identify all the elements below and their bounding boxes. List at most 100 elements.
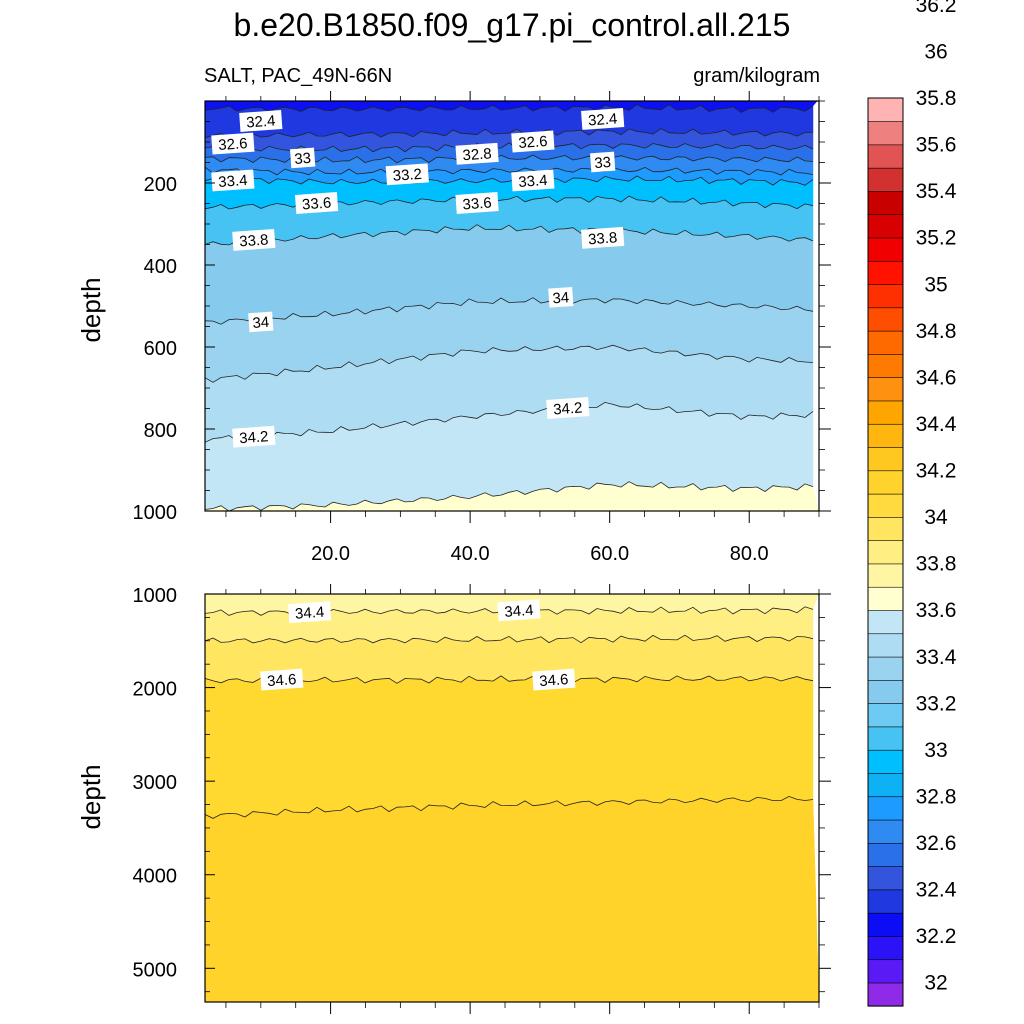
- lower-contour-line: [205, 634, 814, 644]
- colorbar-swatch: [867, 167, 904, 192]
- upper-contour-line: [205, 344, 814, 383]
- colorbar-label: 35.6: [916, 134, 957, 157]
- upper-contour-line: [205, 166, 814, 176]
- upper-y-tick-label: 400: [144, 256, 177, 278]
- upper-contour-label-text: 33.6: [462, 195, 492, 214]
- colorbar-swatch: [867, 237, 904, 262]
- lower-contour-lines: [205, 606, 814, 819]
- colorbar-swatch: [867, 586, 904, 611]
- lower-fill-bands: [205, 594, 819, 1002]
- lower-fill-band: [205, 796, 819, 1002]
- colorbar-swatch: [867, 726, 904, 751]
- upper-y-tick-label: 200: [144, 174, 177, 196]
- chart-title: b.e20.B1850.f09_g17.pi_control.all.215: [234, 7, 791, 43]
- colorbar-swatch: [867, 889, 904, 914]
- colorbar-label: 34: [924, 506, 948, 529]
- colorbar-swatch: [867, 446, 904, 472]
- upper-contour-label: 32.4: [581, 108, 625, 130]
- upper-panel: 32.4 32.6 33 33.4 33.6 33.8 34 34.2 33.2 32.8 33.6…: [76, 91, 831, 565]
- upper-contour-label: 34: [248, 311, 274, 333]
- colorbar-swatch: [867, 330, 904, 355]
- lower-contour-label-box: [532, 668, 576, 691]
- colorbar-swatch: [867, 656, 904, 681]
- upper-contour-label-text: 32.8: [462, 145, 492, 164]
- upper-contour-label-text: 33.8: [588, 229, 618, 248]
- colorbar-label: 35.2: [916, 227, 957, 250]
- lower-contour-label-text: 34.6: [267, 671, 297, 690]
- upper-x-tick-label: 20.0: [311, 543, 350, 565]
- upper-contour-label-text: 33: [594, 154, 612, 172]
- upper-x-tick-label: 80.0: [730, 543, 769, 565]
- colorbar-swatch: [867, 749, 904, 774]
- lower-y-tick-label: 4000: [133, 866, 178, 888]
- upper-contour-label: 33.4: [511, 169, 555, 192]
- upper-contour-label-text: 33: [294, 150, 312, 168]
- colorbar-swatch: [867, 540, 904, 565]
- upper-contour-line: [205, 224, 814, 246]
- colorbar-label: 36.2: [916, 0, 957, 17]
- lower-contour-line: [205, 795, 814, 819]
- upper-contour-label-text: 34: [252, 314, 270, 332]
- colorbar-label: 32.4: [916, 879, 957, 902]
- lower-contour-label-box: [497, 599, 541, 622]
- upper-y-tick-label: 1000: [133, 502, 178, 524]
- upper-x-tick-label: 60.0: [590, 543, 629, 565]
- colorbar-swatch: [867, 679, 904, 704]
- colorbar-swatch: [867, 609, 904, 635]
- colorbar-label: 33.8: [916, 553, 957, 576]
- upper-contour-label-text: 33.6: [302, 195, 332, 214]
- upper-contour-label-box: [248, 311, 274, 333]
- lower-y-tick-label: 3000: [133, 772, 178, 794]
- colorbar-label: 32.2: [916, 925, 957, 948]
- upper-contour-label-box: [590, 151, 616, 173]
- upper-contour-labels: 32.4 32.6 33 33.4 33.6 33.8 34 34.2 33.2 32.8 33.6…: [211, 108, 625, 448]
- lower-panel: 34.4 34.4 34.6 34.6 1000 2000 3000 4000 5000 de…: [76, 584, 831, 1014]
- upper-contour-label: 32.4: [239, 110, 283, 132]
- colorbar-swatch: [867, 935, 904, 961]
- colorbar-swatch: [867, 144, 904, 169]
- upper-contour-lines: [205, 104, 814, 511]
- colorbar-swatch: [867, 97, 904, 122]
- upper-contour-label: 34.2: [232, 425, 276, 448]
- lower-contour-labels: 34.4 34.4 34.6 34.6: [260, 599, 576, 691]
- upper-contour-label: 33.2: [385, 163, 429, 186]
- upper-contour-label-text: 33.8: [239, 231, 269, 250]
- upper-contour-line: [205, 297, 814, 325]
- colorbar-label: 35: [924, 273, 947, 296]
- colorbar-swatch: [867, 190, 904, 216]
- colorbar-swatch: [867, 470, 904, 495]
- upper-contour-label-text: 32.4: [246, 113, 276, 132]
- colorbar-label: 33.2: [916, 692, 957, 715]
- lower-y-tick-label: 5000: [133, 959, 178, 981]
- colorbar-label: 34.4: [916, 413, 957, 436]
- upper-contour-label-box: [511, 130, 555, 153]
- lower-contour-label: 34.4: [497, 599, 541, 622]
- colorbar-label: 33: [924, 739, 947, 762]
- colorbar-swatch: [867, 377, 904, 402]
- lower-y-tick-label: 1000: [133, 585, 178, 607]
- colorbar-swatch: [867, 400, 904, 425]
- colorbar-label: 33.6: [916, 599, 957, 622]
- colorbar-swatch: [867, 260, 904, 285]
- upper-contour-label-text: 33.2: [392, 166, 422, 185]
- colorbar-label: 32.8: [916, 785, 957, 808]
- upper-contour-label-box: [294, 192, 339, 214]
- upper-contour-label-box: [211, 132, 255, 155]
- upper-contour-label-box: [581, 108, 625, 130]
- upper-contour-label: 33.4: [211, 169, 255, 192]
- upper-contour-label: 34.2: [546, 397, 590, 419]
- lower-contour-label-text: 34.6: [539, 671, 569, 690]
- colorbar-swatch: [867, 423, 904, 448]
- colorbar-label: 32.6: [916, 832, 957, 855]
- colorbar-label: 34.8: [916, 320, 957, 343]
- upper-contour-label-box: [232, 228, 276, 251]
- upper-contour-label-text: 33.4: [218, 172, 248, 191]
- colorbar-swatch: [867, 283, 904, 309]
- upper-contour-label: 33: [290, 147, 316, 169]
- colorbar-swatch: [867, 307, 904, 332]
- upper-contour-label: 32.6: [511, 130, 555, 153]
- upper-contour-label-box: [581, 226, 625, 249]
- lower-contour-label: 34.6: [532, 668, 576, 691]
- lower-contour-line: [205, 675, 814, 684]
